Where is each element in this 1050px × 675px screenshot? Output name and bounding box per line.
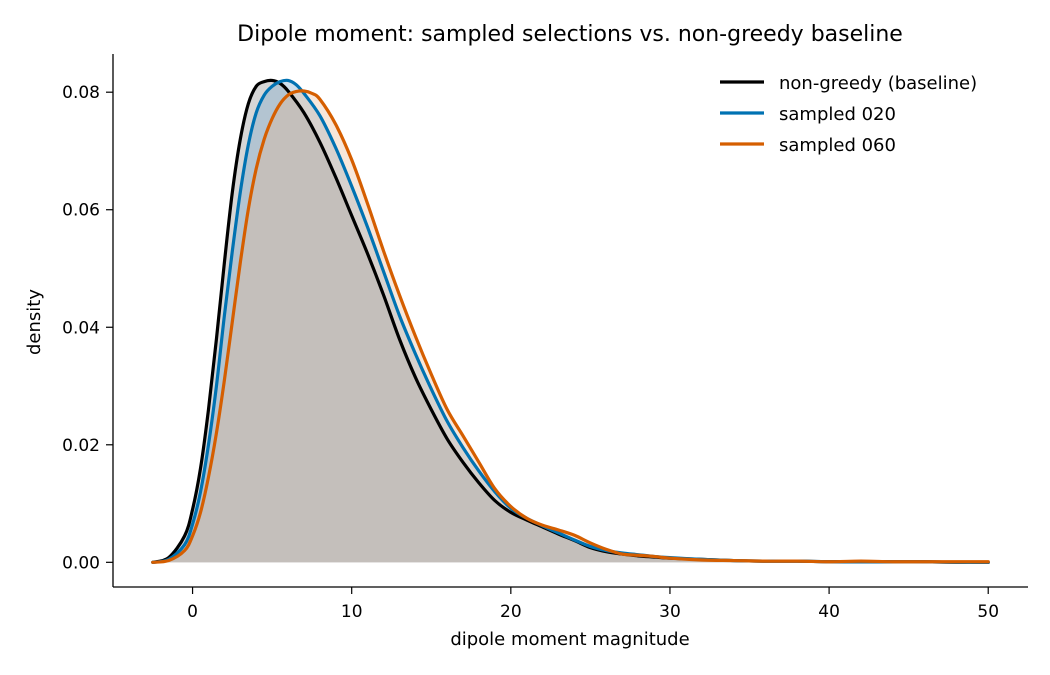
legend: non-greedy (baseline) sampled 020 sampled … bbox=[720, 73, 977, 156]
density-fill-series-3 bbox=[152, 90, 989, 563]
density-line-series-3 bbox=[151, 89, 990, 564]
density-fill-series-1 bbox=[152, 80, 989, 563]
density-fill-series-2 bbox=[152, 80, 989, 563]
x-tick-label: 40 bbox=[818, 602, 840, 622]
x-tick-label: 50 bbox=[977, 602, 999, 622]
y-tick-label: 0.08 bbox=[62, 83, 100, 103]
y-axis-ticks: 0.00 0.02 0.04 0.06 0.08 bbox=[62, 83, 113, 573]
legend-label-series-1: non-greedy (baseline) bbox=[779, 73, 977, 94]
x-axis-ticks: 0 10 20 30 40 50 bbox=[187, 587, 999, 622]
x-tick-label: 0 bbox=[187, 602, 198, 622]
density-lines bbox=[151, 78, 990, 564]
legend-label-series-2: sampled 020 bbox=[779, 104, 896, 125]
x-tick-label: 30 bbox=[659, 602, 681, 622]
x-axis-label: dipole moment magnitude bbox=[450, 629, 689, 650]
x-tick-label: 20 bbox=[500, 602, 522, 622]
chart-title: Dipole moment: sampled selections vs. no… bbox=[237, 22, 903, 47]
y-tick-label: 0.04 bbox=[62, 318, 100, 338]
y-axis-label: density bbox=[24, 289, 45, 355]
y-tick-label: 0.00 bbox=[62, 553, 100, 573]
y-tick-label: 0.06 bbox=[62, 201, 100, 221]
x-tick-label: 10 bbox=[341, 602, 363, 622]
y-tick-label: 0.02 bbox=[62, 436, 100, 456]
legend-label-series-3: sampled 060 bbox=[779, 135, 896, 156]
